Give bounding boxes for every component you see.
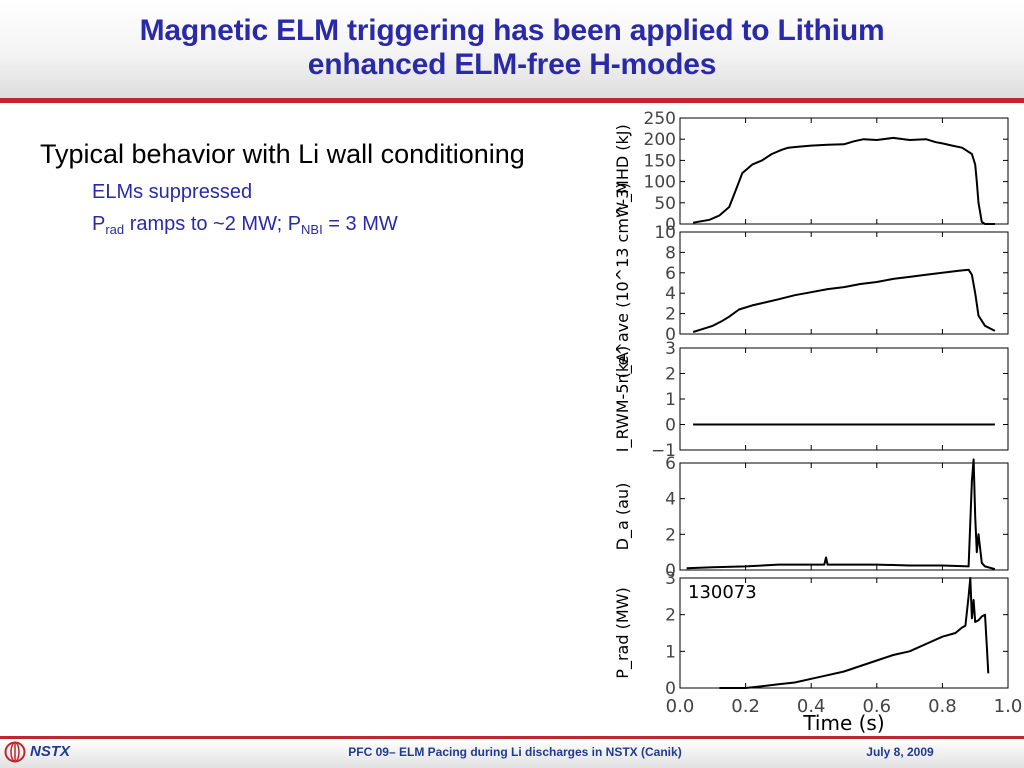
- panel-frame: [679, 577, 1009, 689]
- panel-frame: [679, 231, 1009, 335]
- slide-title: Magnetic ELM triggering has been applied…: [0, 14, 1024, 82]
- title-divider: [0, 98, 1024, 103]
- x-axis-label: Time (s): [802, 711, 884, 735]
- x-tick-label: 0.0: [666, 696, 695, 717]
- bullet-elms-suppressed: ELMs suppressed: [92, 181, 253, 203]
- panel-5: 0 1 2 3 P_rad (MW): [613, 569, 1009, 699]
- panel-frame: [679, 117, 1009, 225]
- y-tick-label: 150: [644, 151, 676, 171]
- y-tick-label: 0: [665, 416, 676, 436]
- y-tick-label: 1: [665, 390, 676, 410]
- panel-4: 0 2 4 6 D_a (au): [613, 454, 1009, 581]
- x-tick-label: 1.0: [994, 696, 1023, 717]
- footer-divider: [0, 736, 1024, 739]
- y-tick-label: 4: [665, 284, 676, 304]
- y-tick-label: 3: [665, 569, 676, 589]
- x-tick-label: 0.6: [862, 696, 891, 717]
- y-axis-label: D_a (au): [613, 483, 633, 551]
- footer-talk-title: PFC 09– ELM Pacing during Li discharges …: [348, 745, 682, 759]
- x-tick-label: 0.2: [731, 696, 760, 717]
- series-line: [692, 136, 995, 225]
- y-axis-label: W_MHD (kJ): [613, 124, 633, 218]
- nstx-logo-text: NSTX: [30, 743, 71, 760]
- y-tick-label: 6: [665, 454, 676, 474]
- series-line: [686, 458, 996, 571]
- title-line-1: Magnetic ELM triggering has been applied…: [139, 14, 885, 47]
- y-tick-label: 100: [644, 173, 676, 193]
- footer-date: July 8, 2009: [866, 745, 934, 759]
- bullet-prad-ramps: Prad ramps to ~2 MW; PNBI = 3 MW: [92, 209, 560, 239]
- pnbi-value: = 3 MW: [322, 213, 398, 235]
- prad-text: ramps to ~2 MW; P: [124, 213, 302, 235]
- y-tick-label: 3: [665, 339, 676, 359]
- y-axis-label: P_rad (MW): [613, 587, 633, 678]
- y-tick-label: 4: [665, 490, 676, 510]
- panel-frame: [679, 347, 1009, 451]
- bullet-main: Typical behavior with Li wall conditioni…: [40, 139, 525, 169]
- bullet-list: Typical behavior with Li wall conditioni…: [40, 137, 560, 239]
- y-tick-label: 0: [665, 561, 676, 581]
- y-tick-label: 10: [654, 223, 676, 243]
- x-tick-label: 0.4: [797, 696, 826, 717]
- panel-frame: [679, 462, 1009, 571]
- y-tick-label: 200: [644, 130, 676, 150]
- title-bar: [0, 0, 1024, 100]
- y-tick-label: 50: [654, 194, 676, 214]
- y-tick-label: 2: [665, 305, 676, 325]
- shot-number-label: 130073: [688, 582, 757, 603]
- y-axis-label: n_e^ave (10^13 cm^-3): [613, 182, 633, 383]
- series-line: [692, 268, 996, 333]
- series-line: [719, 577, 990, 689]
- y-tick-label: 2: [665, 365, 676, 385]
- y-axis-label: I_RWM-5 (kA): [613, 346, 633, 453]
- y-tick-label: 250: [644, 109, 676, 129]
- y-tick-label: −1: [651, 441, 676, 461]
- prad-subscript: rad: [105, 222, 125, 237]
- y-tick-label: 1: [665, 642, 676, 662]
- footer-bar: [0, 739, 1024, 768]
- prad-symbol: P: [92, 213, 106, 235]
- y-tick-label: 2: [665, 606, 676, 626]
- y-tick-label: 2: [665, 525, 676, 545]
- y-tick-label: 6: [665, 264, 676, 284]
- title-line-2: enhanced ELM-free H-modes: [307, 48, 717, 81]
- nstx-logo-icon: [4, 741, 26, 763]
- pnbi-subscript: NBI: [301, 222, 323, 237]
- y-tick-label: 8: [665, 243, 676, 263]
- y-tick-label: 0: [665, 679, 676, 699]
- x-tick-label: 0.8: [928, 696, 957, 717]
- y-tick-label: 0: [665, 215, 676, 235]
- panel-3: −1 0 1 2 3 I_RWM-5 (kA): [613, 339, 1009, 461]
- y-tick-label: 0: [665, 325, 676, 345]
